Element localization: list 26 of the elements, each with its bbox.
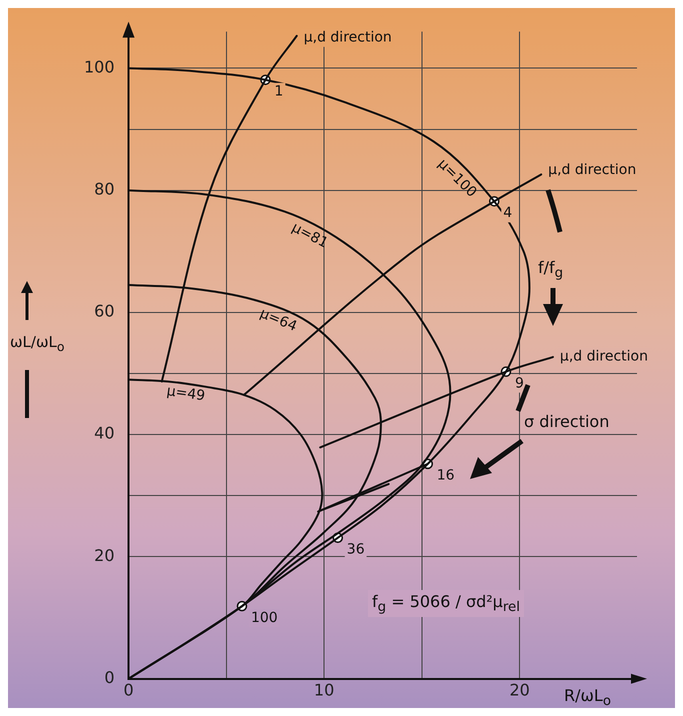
text: μ=64: [258, 305, 300, 335]
x-tick-label: 10: [314, 680, 334, 700]
x-tick-label: 0: [123, 680, 134, 700]
y-tick-label: 40: [94, 424, 115, 443]
y-tick-label: 80: [94, 180, 115, 199]
annotation: 9: [514, 375, 524, 392]
annotation: 1: [274, 83, 284, 100]
y-tick-label: 60: [94, 302, 115, 321]
annotation: 16: [436, 468, 455, 484]
y-tick-label: 20: [94, 546, 115, 565]
annotation: 100: [250, 610, 278, 626]
x-axis-title: R/ωL$_{o}$: [564, 686, 611, 710]
annotation: σ direction: [524, 412, 610, 431]
series-label: μ,d direction: [560, 348, 648, 365]
y-tick-label: 100: [84, 57, 115, 76]
annotation: f$_{g}$ = 5066 / σd²μ$_{rel}$: [368, 590, 524, 618]
series-label: μ,d direction: [304, 30, 392, 46]
text: μ=81: [289, 220, 331, 252]
y-tick-label: 0: [104, 668, 115, 687]
annotation: f/f$_{g}$: [538, 258, 564, 282]
x-tick-label: 20: [509, 680, 530, 700]
annotation: 4: [503, 204, 512, 221]
y-axis-title: ωL/ωL$_{o}$: [10, 333, 65, 354]
series-label: μ,d direction: [548, 162, 636, 178]
text: μ=49: [166, 383, 206, 404]
annotation: 36: [346, 541, 365, 558]
